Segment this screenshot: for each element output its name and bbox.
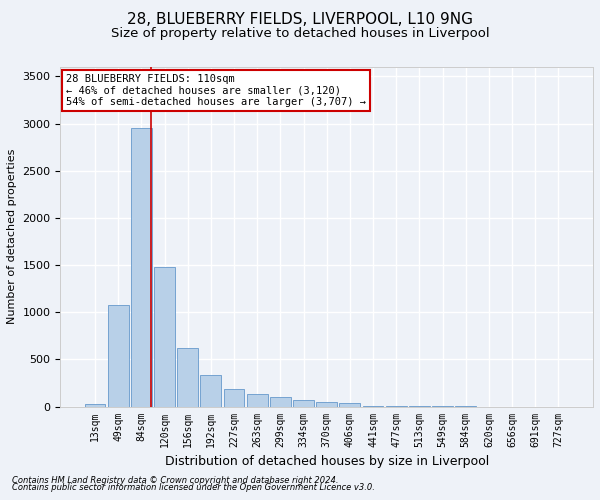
Text: Contains HM Land Registry data © Crown copyright and database right 2024.: Contains HM Land Registry data © Crown c…	[12, 476, 338, 485]
Text: Contains public sector information licensed under the Open Government Licence v3: Contains public sector information licen…	[12, 484, 375, 492]
Text: 28, BLUEBERRY FIELDS, LIVERPOOL, L10 9NG: 28, BLUEBERRY FIELDS, LIVERPOOL, L10 9NG	[127, 12, 473, 28]
Bar	[224, 388, 244, 406]
Bar	[340, 403, 360, 406]
Bar	[200, 374, 221, 406]
Bar	[293, 400, 314, 406]
Bar	[270, 397, 291, 406]
X-axis label: Distribution of detached houses by size in Liverpool: Distribution of detached houses by size …	[164, 455, 489, 468]
Bar	[131, 128, 152, 406]
Bar	[154, 267, 175, 406]
Text: Size of property relative to detached houses in Liverpool: Size of property relative to detached ho…	[110, 28, 490, 40]
Bar	[177, 348, 198, 406]
Text: 28 BLUEBERRY FIELDS: 110sqm
← 46% of detached houses are smaller (3,120)
54% of : 28 BLUEBERRY FIELDS: 110sqm ← 46% of det…	[65, 74, 365, 107]
Bar	[108, 304, 128, 406]
Bar	[247, 394, 268, 406]
Y-axis label: Number of detached properties: Number of detached properties	[7, 149, 17, 324]
Bar	[85, 404, 106, 406]
Bar	[316, 402, 337, 406]
